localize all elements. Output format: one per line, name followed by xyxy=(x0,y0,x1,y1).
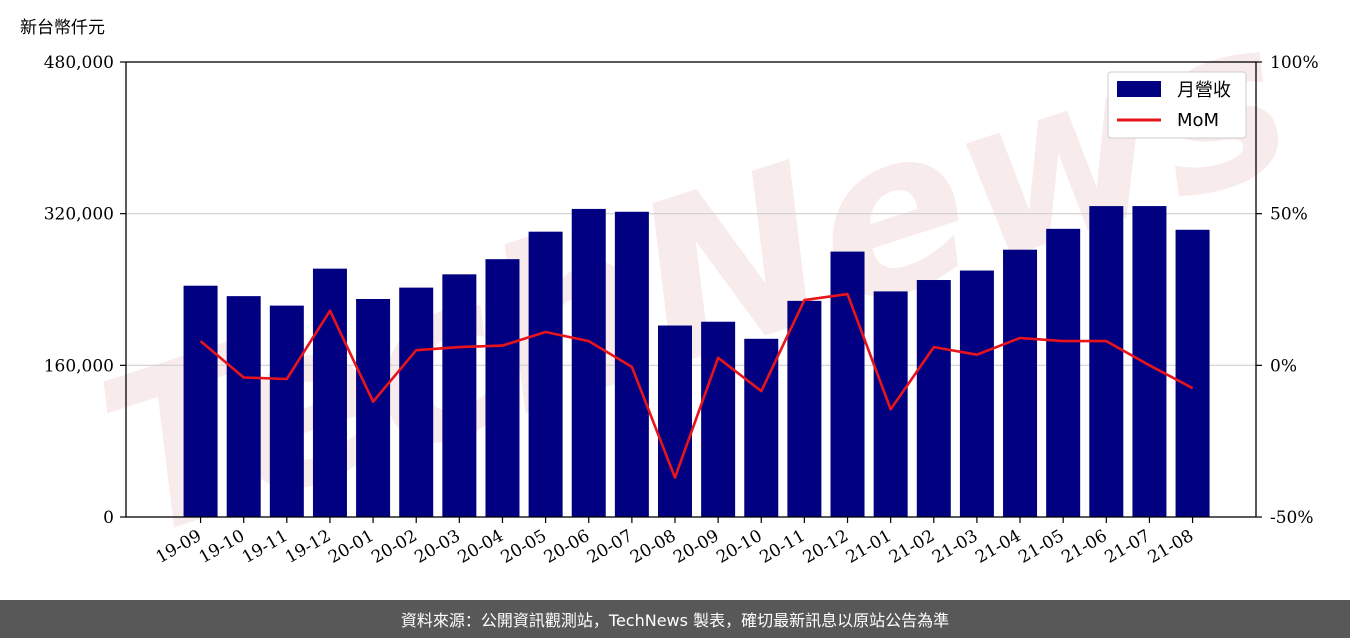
bar-20-06 xyxy=(571,208,606,518)
x-tick-label: 21-08 xyxy=(1145,526,1197,568)
bar-20-07 xyxy=(614,211,649,518)
mom-line-layer xyxy=(199,292,1194,479)
revenue-chart: TechNews 新台幣仟元 0160,000320,000480,000-50… xyxy=(20,0,1319,589)
bar-19-09 xyxy=(183,285,218,517)
x-tick-label: 20-07 xyxy=(584,526,636,568)
x-tick-label: 21-05 xyxy=(1015,526,1067,568)
right-tick-label: -50% xyxy=(1270,508,1314,528)
x-tick-label: 20-05 xyxy=(498,526,550,568)
bar-19-10 xyxy=(226,296,261,517)
bar-20-05 xyxy=(528,231,563,518)
bar-20-02 xyxy=(399,287,434,517)
x-tick-label: 20-12 xyxy=(800,526,852,568)
x-tick-label: 20-01 xyxy=(325,526,377,568)
x-tick-label: 20-08 xyxy=(627,526,679,568)
x-tick-label: 20-03 xyxy=(411,526,463,568)
right-tick-label: 0% xyxy=(1270,356,1297,376)
bar-21-05 xyxy=(1046,228,1081,518)
source-footer: 資料來源：公開資訊觀測站，TechNews 製表，確切最新訊息以原站公告為準 xyxy=(0,600,1350,638)
left-tick-label: 480,000 xyxy=(44,53,114,73)
right-tick-label: 50% xyxy=(1270,205,1308,225)
bar-20-03 xyxy=(442,274,477,517)
left-tick-label: 320,000 xyxy=(44,205,114,225)
x-tick-label: 21-03 xyxy=(929,526,981,568)
legend-line-label: MoM xyxy=(1177,110,1219,131)
bar-19-12 xyxy=(312,268,347,517)
bars xyxy=(183,206,1210,518)
source-note: 資料來源：公開資訊觀測站，TechNews 製表，確切最新訊息以原站公告為準 xyxy=(400,611,950,630)
legend-bar-label: 月營收 xyxy=(1177,80,1231,101)
x-tick-label: 20-06 xyxy=(541,526,593,568)
bar-21-08 xyxy=(1175,229,1210,517)
bar-19-11 xyxy=(269,305,304,517)
bar-21-02 xyxy=(916,280,951,517)
bar-20-04 xyxy=(485,259,520,517)
x-tick-label: 21-01 xyxy=(843,526,895,568)
bar-21-01 xyxy=(873,291,908,517)
x-tick-label: 20-10 xyxy=(713,526,765,568)
x-tick-label: 21-07 xyxy=(1101,526,1153,568)
left-tick-label: 0 xyxy=(103,508,114,528)
bar-20-12 xyxy=(830,251,865,518)
x-tick-label: 20-02 xyxy=(368,526,420,568)
bar-21-06 xyxy=(1089,206,1124,518)
unit-label: 新台幣仟元 xyxy=(20,18,105,38)
bar-21-04 xyxy=(1003,249,1038,517)
x-tick-label: 20-04 xyxy=(455,526,507,568)
x-tick-label: 21-06 xyxy=(1058,526,1110,568)
plot-frame xyxy=(125,61,1257,518)
bar-21-07 xyxy=(1132,206,1167,518)
x-tick-label: 20-09 xyxy=(670,526,722,568)
legend: 月營收 MoM xyxy=(1107,71,1247,139)
bar-20-08 xyxy=(658,325,693,517)
x-tick-label: 21-02 xyxy=(886,526,938,568)
right-tick-label: 100% xyxy=(1270,53,1319,73)
legend-bar-swatch xyxy=(1117,81,1161,97)
left-tick-label: 160,000 xyxy=(44,356,114,376)
bar-20-11 xyxy=(787,300,822,517)
mom-line xyxy=(199,292,1194,479)
x-tick-label: 20-11 xyxy=(756,526,808,568)
x-tick-label: 21-04 xyxy=(972,526,1024,568)
bar-20-09 xyxy=(701,321,736,517)
bar-20-01 xyxy=(356,298,391,517)
bar-21-03 xyxy=(959,270,994,517)
